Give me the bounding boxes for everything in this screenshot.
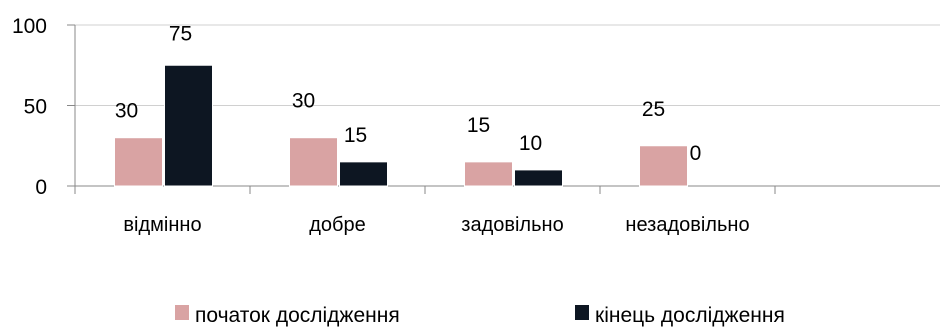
x-tick-label: добре [309, 214, 366, 236]
data-label: 30 [115, 100, 138, 123]
x-tick-label: задовільно [461, 214, 563, 236]
x-tick-label: відмінно [123, 214, 201, 236]
data-label: 30 [292, 90, 315, 113]
y-tick-label: 100 [12, 15, 47, 38]
bar-start [114, 137, 163, 187]
bar-end [514, 169, 563, 187]
data-label: 15 [467, 114, 490, 137]
bars [114, 64, 688, 187]
legend-label: початок дослідження [195, 304, 400, 327]
y-tick-label: 0 [35, 176, 47, 199]
bar-start [289, 137, 338, 187]
y-tick-label: 50 [24, 96, 47, 119]
legend-label: кінець дослідження [595, 304, 785, 327]
data-label: 10 [519, 132, 542, 155]
bar-end [164, 64, 213, 187]
data-label: 75 [169, 22, 192, 45]
data-labels: 30 30 15 25 75 15 10 0 [115, 22, 702, 165]
legend-swatch [575, 305, 589, 320]
bar-start [464, 161, 513, 187]
legend-swatch [175, 305, 189, 320]
data-label: 15 [344, 124, 367, 147]
grid [75, 24, 940, 106]
data-label: 0 [690, 142, 702, 165]
legend: початок дослідження кінець дослідження [175, 304, 785, 327]
bar-end [339, 161, 388, 187]
bar-start [639, 145, 688, 187]
data-label: 25 [642, 98, 665, 121]
x-tick-label: незадовільно [625, 214, 749, 236]
